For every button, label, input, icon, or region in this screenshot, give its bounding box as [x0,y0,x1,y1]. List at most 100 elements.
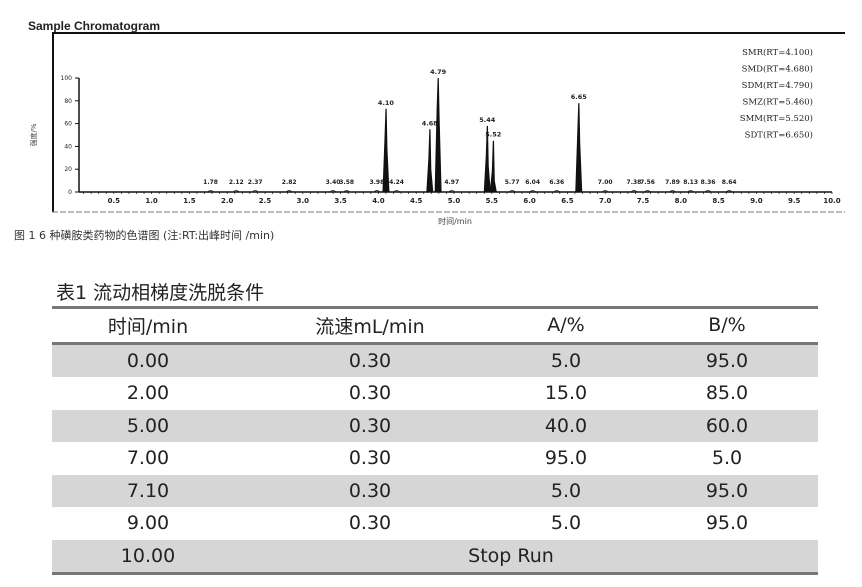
table-cell: 0.30 [348,414,392,437]
table-cell: 0.30 [348,382,392,405]
minor-peak [704,190,712,193]
minor-peak-label: 2.12 [229,179,244,186]
header-flow: 流速mL/min [315,315,425,338]
x-tick-label: 4.5 [410,197,423,205]
minor-peak [601,190,609,193]
major-peak-label: 5.44 [479,116,496,124]
minor-peak [553,190,561,193]
y-tick-label: 80 [64,98,72,105]
table-title: 表1 流动相梯度洗脱条件 [56,282,265,304]
legend-entry: SMZ(RT=5.460) [743,97,813,108]
y-tick-label: 40 [64,143,72,150]
minor-peak [448,190,456,193]
minor-peak [508,190,516,193]
table-cell: 95.0 [705,349,749,372]
table-row: 7.10 0.30 5.0 95.0 [52,474,818,507]
table-row: 9.00 0.30 5.0 95.0 [52,507,818,540]
minor-peak-label: 7.00 [598,179,613,186]
x-tick-label: 5.5 [486,197,499,205]
table-header-row: 时间/min 流速mL/min A/% B/% [52,307,818,343]
x-tick-label: 3.5 [334,197,347,205]
y-axis-label: 强度/% [29,123,38,146]
minor-peak [329,190,337,193]
major-peak-label: 6.65 [571,93,588,101]
x-tick-label: 10.0 [823,197,840,205]
table-row-stop: 10.00 Stop Run [52,539,818,574]
minor-peak [725,190,733,193]
y-tick-label: 60 [64,121,72,128]
table-row: 0.00 0.30 5.0 95.0 [52,343,818,377]
table-row: 7.00 0.30 95.0 5.0 [52,442,818,475]
minor-peak-label: 7.38 [627,179,642,186]
chromatogram: Sample Chromatogram 强度/% 时间/min 0 20 40 60 8… [28,19,845,226]
y-tick-label: 0 [68,189,72,196]
major-peak-label: 5.52 [485,131,501,139]
minor-peak [285,190,293,193]
minor-peak-label: 6.36 [549,179,564,186]
major-peak [426,129,434,192]
x-tick-label: 0.5 [108,197,121,205]
table-cell: 95.0 [705,512,749,535]
minor-peak-label: 1.78 [203,179,218,186]
y-tick-label: 20 [64,166,72,173]
minor-peak-label: 7.56 [640,179,655,186]
table-cell: 0.30 [348,512,392,535]
table-cell: 7.00 [126,447,170,470]
minor-peak-label: 4.97 [444,179,459,186]
x-tick-label: 1.5 [183,197,196,205]
table-cell: 95.0 [705,479,749,502]
gradient-table: 时间/min 流速mL/min A/% B/% 0.00 0.30 5.0 95.0 2… [52,306,818,575]
table-cell: 60.0 [705,414,749,437]
major-peak-label: 4.68 [422,119,439,127]
minor-peak-label: 2.37 [248,179,263,186]
minor-peak [630,190,638,193]
minor-peak-label: 8.64 [722,179,737,186]
minor-peak [207,190,214,193]
minor-peak-label: 7.89 [665,179,680,186]
minor-peak [373,190,381,193]
x-tick-label: 2.0 [221,197,234,205]
table-cell: 0.30 [348,479,392,502]
figure-caption: 图 1 6 种磺胺类药物的色谱图 (注:RT:出峰时间 /min) [14,229,275,242]
minor-peak [644,190,651,193]
minor-peak-label: 8.36 [701,179,716,186]
table-cell: 0.00 [126,349,170,372]
table-cell: 95.0 [544,447,588,470]
table-cell: 0.30 [348,349,392,372]
table-row: 2.00 0.30 15.0 85.0 [52,377,818,410]
table-cell: 0.30 [348,447,392,470]
table-cell: 5.0 [550,349,582,372]
legend-entry: SMD(RT=4.680) [742,64,813,75]
x-tick-label: 2.5 [259,197,272,205]
legend-entry: SMM(RT=5.520) [740,113,813,124]
header-time: 时间/min [107,315,189,338]
minor-peak [529,190,536,193]
major-peak [483,125,491,192]
table-cell: 5.00 [126,414,170,437]
minor-peak-label: 3.58 [339,179,354,186]
table-cell: 40.0 [544,414,588,437]
x-tick-label: 8.0 [675,197,688,205]
minor-peak-label: 2.82 [282,179,297,186]
table-cell: 5.0 [711,447,743,470]
table-row: 5.00 0.30 40.0 60.0 [52,409,818,442]
table-cell: 2.00 [126,382,170,405]
x-tick-label: 7.0 [599,197,612,205]
minor-peak [687,190,694,193]
x-tick-label: 8.5 [712,197,725,205]
major-peak [382,108,390,192]
minor-peak-label: 6.04 [525,179,540,186]
table-cell: 7.10 [126,479,170,502]
x-axis-label: 时间/min [438,216,472,226]
major-peak [434,78,442,192]
major-peak [489,140,497,192]
x-tick-label: 4.0 [372,197,385,205]
minor-peak-label: 4.24 [389,179,404,186]
minor-peak-label: 5.77 [505,179,520,186]
table-cell: 9.00 [126,512,170,535]
legend-entry: SDT(RT=6.650) [745,130,813,141]
minor-peak-label: 3.98 [369,179,384,186]
x-tick-label: 3.0 [297,197,310,205]
x-tick-label: 1.0 [145,197,158,205]
x-tick-label: 6.0 [523,197,536,205]
